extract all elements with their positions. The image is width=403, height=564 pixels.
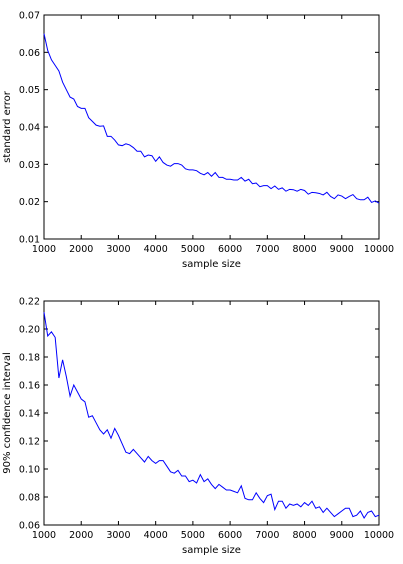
y-axis-label: 90% confidence interval xyxy=(2,352,13,473)
x-tick-label: 4000 xyxy=(144,244,168,255)
x-tick-label: 10000 xyxy=(364,244,394,255)
x-tick-label: 2000 xyxy=(69,530,93,541)
x-tick-label: 8000 xyxy=(292,244,316,255)
y-tick-label: 0.06 xyxy=(19,48,40,59)
x-tick-label: 5000 xyxy=(181,244,205,255)
y-tick-label: 0.07 xyxy=(19,11,40,22)
confidence-interval-chart: 1000 2000 3000 4000 5000 6000 7000 8000 9000 1000… xyxy=(2,297,394,557)
x-tick-label: 2000 xyxy=(69,244,93,255)
x-tick-label: 8000 xyxy=(292,530,316,541)
y-tick-label: 0.06 xyxy=(19,521,40,532)
x-tick-label: 10000 xyxy=(364,530,394,541)
y-tick-label: 0.20 xyxy=(19,325,40,336)
y-tick-label: 0.18 xyxy=(19,353,40,364)
y-tick-label: 0.22 xyxy=(19,297,40,308)
y-tick-label: 0.14 xyxy=(19,409,40,420)
y-tick-label: 0.12 xyxy=(19,437,40,448)
x-tick-label: 7000 xyxy=(255,530,279,541)
standard-error-chart: 1000 2000 3000 4000 5000 6000 7000 8000 9000 1000… xyxy=(2,11,394,271)
x-tick-label: 5000 xyxy=(181,530,205,541)
y-tick-label: 0.02 xyxy=(19,197,40,208)
x-tick-label: 1000 xyxy=(32,530,56,541)
y-axis-label: standard error xyxy=(2,90,13,163)
y-tick-label: 0.05 xyxy=(19,85,40,96)
x-axis-label: sample size xyxy=(182,259,241,270)
y-tick-label: 0.01 xyxy=(19,235,40,246)
x-tick-label: 3000 xyxy=(106,530,130,541)
x-tick-label: 1000 xyxy=(32,244,56,255)
x-tick-label: 6000 xyxy=(218,530,242,541)
x-tick-label: 6000 xyxy=(218,244,242,255)
x-axis-label: sample size xyxy=(182,545,241,556)
y-tick-label: 0.16 xyxy=(19,381,40,392)
y-tick-label: 0.04 xyxy=(19,123,40,134)
axes-frame xyxy=(43,14,380,240)
x-tick-label: 7000 xyxy=(255,244,279,255)
y-tick-label: 0.08 xyxy=(19,493,40,504)
series-line xyxy=(43,33,380,204)
axes-frame xyxy=(43,300,380,526)
x-tick-label: 3000 xyxy=(106,244,130,255)
x-tick-label: 9000 xyxy=(330,244,354,255)
x-tick-label: 4000 xyxy=(144,530,168,541)
x-tick-label: 9000 xyxy=(330,530,354,541)
y-tick-label: 0.03 xyxy=(19,160,40,171)
series-line xyxy=(43,312,380,519)
y-tick-label: 0.10 xyxy=(19,465,40,476)
